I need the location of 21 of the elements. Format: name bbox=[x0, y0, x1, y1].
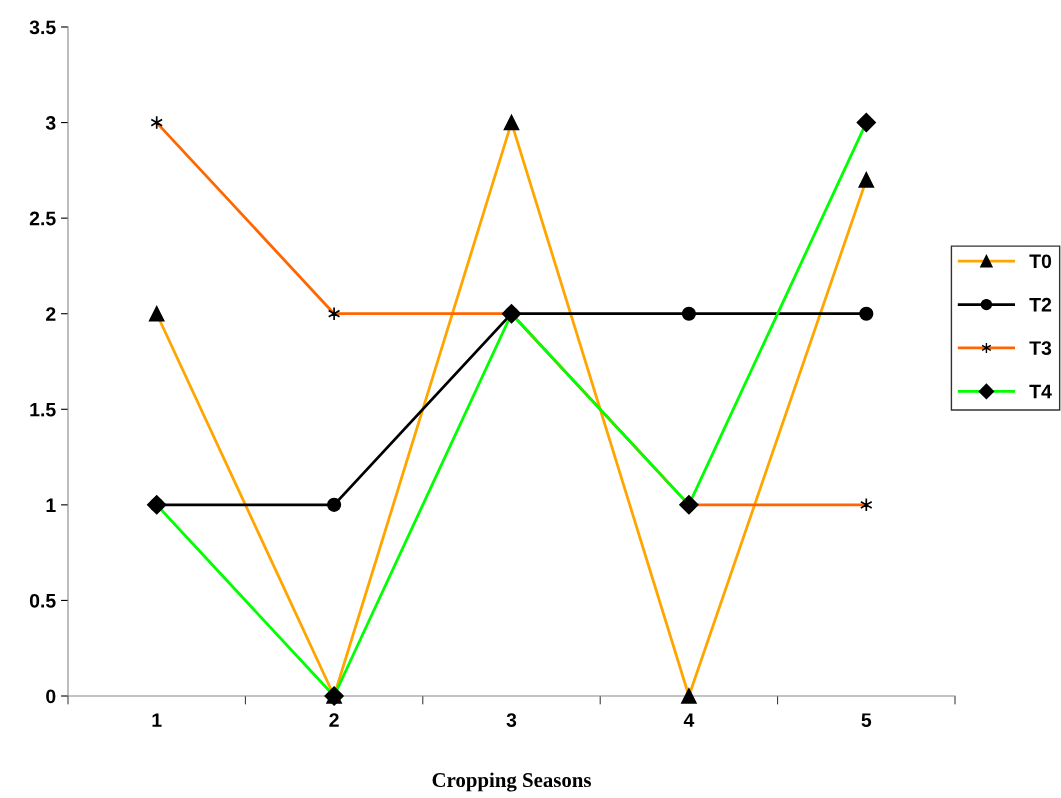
legend-label: T2 bbox=[1029, 297, 1052, 312]
y-tick-label: 0 bbox=[46, 689, 56, 704]
y-tick-label: 2 bbox=[46, 307, 56, 321]
y-tick-label: 2.5 bbox=[29, 211, 56, 226]
x-tick-label: 3 bbox=[506, 713, 517, 727]
x-tick-label: 5 bbox=[861, 713, 872, 727]
x-tick-label: 4 bbox=[683, 713, 695, 727]
legend-label: T0 bbox=[1029, 254, 1052, 269]
y-tick-label: 1.5 bbox=[30, 402, 56, 417]
x-tick-label: 1 bbox=[152, 713, 162, 727]
point bbox=[681, 306, 696, 321]
x-tick-label: 2 bbox=[329, 713, 339, 727]
x-axis-title: Cropping Seasons bbox=[432, 772, 591, 792]
legend-label: T4 bbox=[1029, 384, 1052, 399]
legend-label: T3 bbox=[1029, 341, 1052, 355]
y-tick-label: 3 bbox=[45, 116, 56, 130]
point bbox=[859, 306, 874, 321]
point bbox=[327, 497, 342, 512]
y-tick-label: 3.5 bbox=[29, 20, 56, 35]
y-tick-label: 1 bbox=[46, 498, 56, 512]
y-tick-label: 0.5 bbox=[29, 593, 56, 608]
